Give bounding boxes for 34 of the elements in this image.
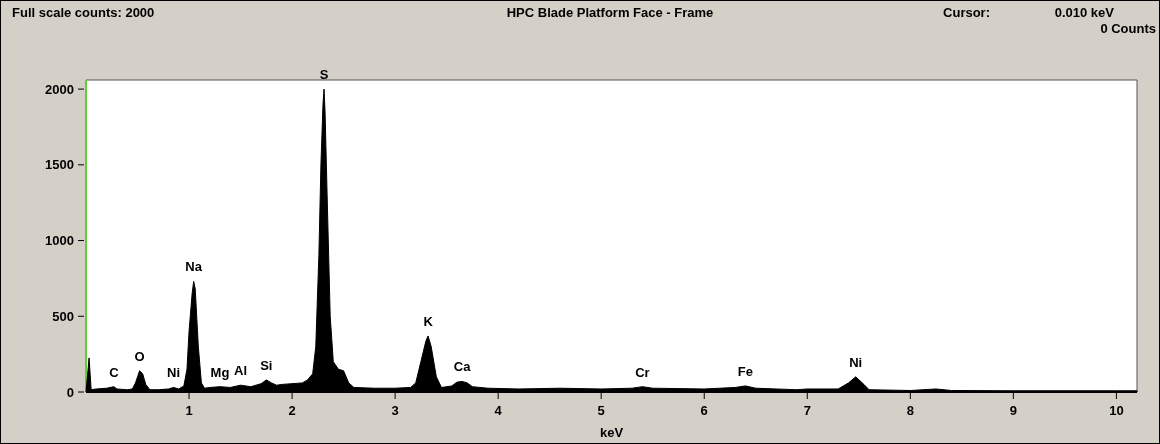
text: Cursor: bbox=[943, 5, 990, 20]
annotation: Si bbox=[260, 357, 273, 373]
annotation: O bbox=[134, 348, 145, 364]
x-tick-label: 1 bbox=[185, 403, 193, 418]
annotation: Ni bbox=[849, 354, 863, 370]
x-tick-label: 5 bbox=[597, 403, 605, 418]
annotation: Na bbox=[185, 259, 203, 275]
annotation: Ca bbox=[453, 359, 472, 375]
x-tick-label: 9 bbox=[1009, 403, 1017, 418]
x-tick-label: 4 bbox=[494, 403, 503, 418]
y-tick-label: 2000 bbox=[45, 81, 74, 97]
text: 0 Counts bbox=[1100, 21, 1156, 36]
annotation: Ni bbox=[167, 365, 181, 381]
chart-title: HPC Blade Platform Face - Frame bbox=[506, 5, 714, 20]
y-tick-label: 1000 bbox=[45, 233, 74, 249]
x-tick-label: 3 bbox=[391, 403, 399, 418]
annotation: Al bbox=[234, 363, 248, 379]
x-tick-label: 8 bbox=[906, 403, 914, 418]
x-tick-label: 7 bbox=[803, 403, 811, 418]
annotation: C bbox=[109, 364, 120, 380]
x-axis-title: keV bbox=[599, 425, 624, 440]
x-tick-label: 6 bbox=[700, 403, 708, 418]
annotation: Mg bbox=[210, 364, 230, 380]
annotation: K bbox=[423, 313, 434, 329]
y-tick-label: 0 bbox=[66, 384, 74, 400]
annotation: S bbox=[319, 67, 329, 83]
y-tick-label: 1500 bbox=[45, 157, 74, 173]
x-tick-label: 2 bbox=[288, 403, 296, 418]
text: Full scale counts: 2000 bbox=[12, 5, 155, 20]
text: 0.010 keV bbox=[1054, 5, 1115, 20]
annotation: Fe bbox=[737, 363, 754, 379]
y-tick-label: 500 bbox=[52, 308, 74, 324]
x-tick-label: 10 bbox=[1109, 403, 1124, 418]
annotation: Cr bbox=[635, 364, 650, 380]
